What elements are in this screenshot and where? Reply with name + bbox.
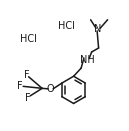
Text: F: F bbox=[17, 81, 23, 91]
Text: HCl: HCl bbox=[58, 21, 75, 31]
Text: NH: NH bbox=[80, 55, 95, 65]
Text: F: F bbox=[25, 93, 31, 103]
Text: N: N bbox=[94, 24, 102, 34]
Text: O: O bbox=[47, 84, 54, 94]
Text: F: F bbox=[24, 70, 29, 80]
Text: HCl: HCl bbox=[20, 34, 37, 44]
